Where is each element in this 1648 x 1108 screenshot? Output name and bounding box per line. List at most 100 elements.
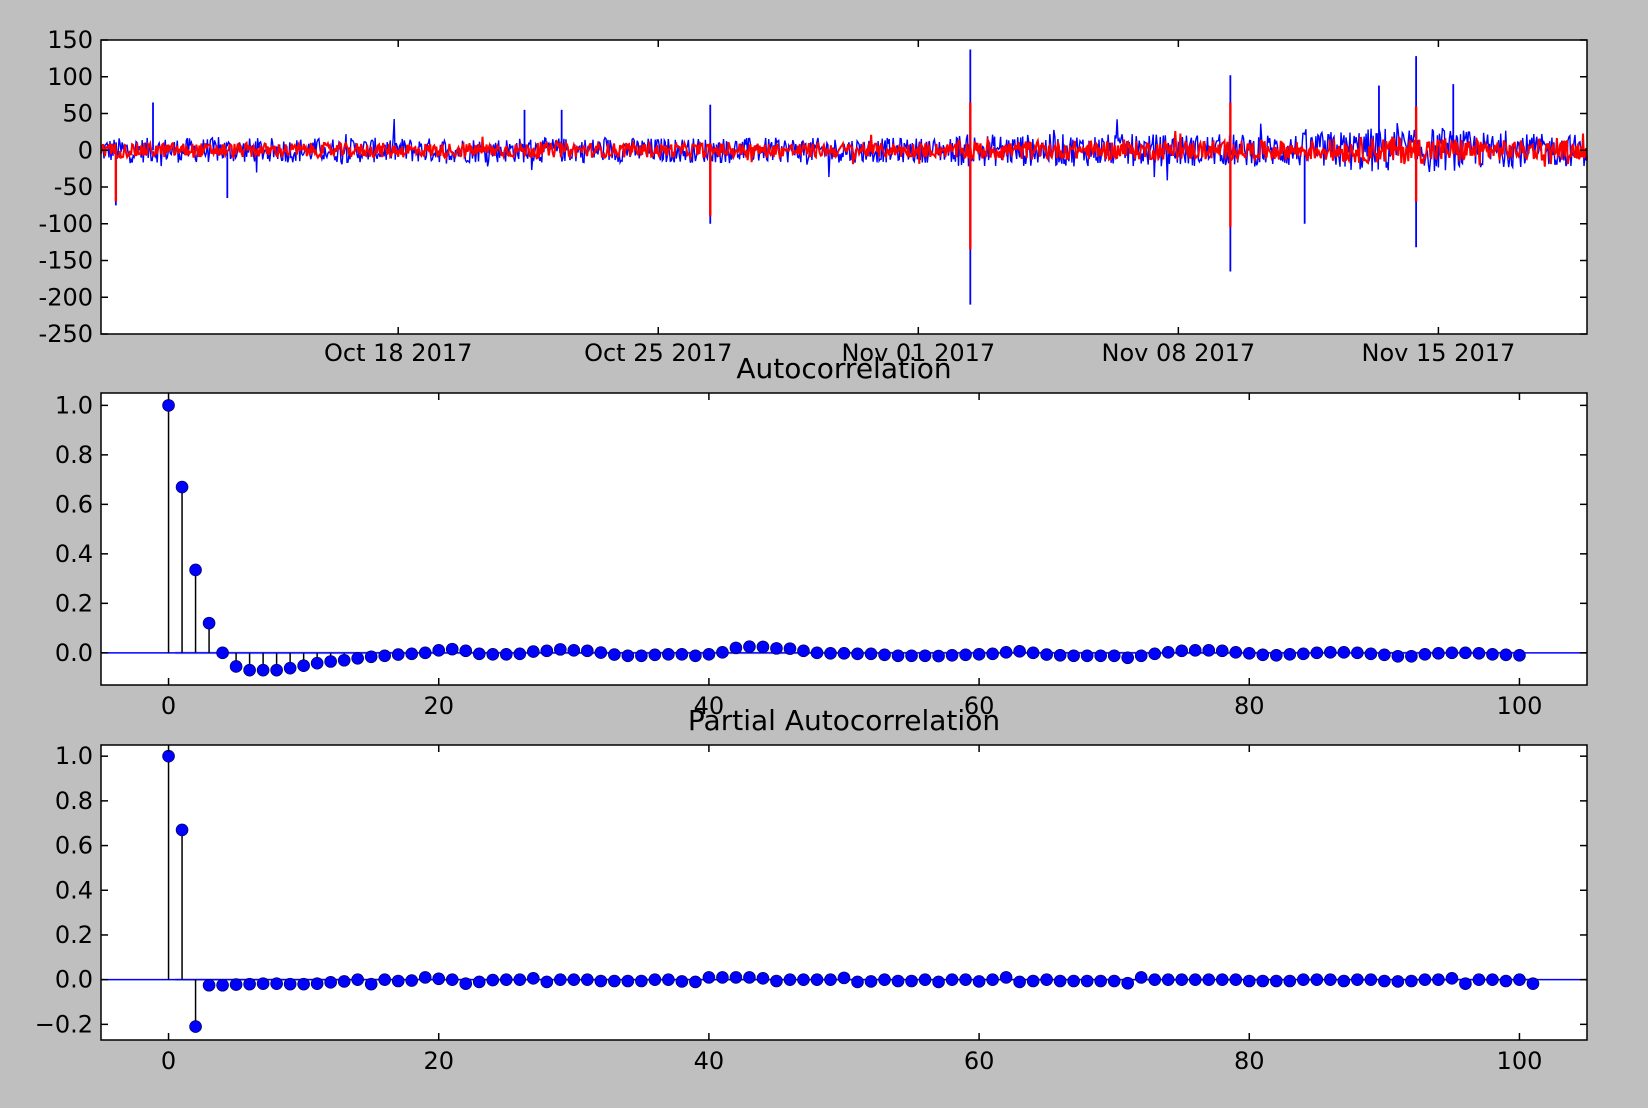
pacf-x-tick-label: 60: [964, 1047, 995, 1075]
acf-marker: [418, 646, 432, 660]
acf-marker: [648, 648, 662, 662]
acf-marker: [364, 650, 378, 664]
acf-marker: [581, 644, 594, 658]
pacf-marker: [770, 974, 783, 988]
acf-y-tick-label: 1.0: [55, 391, 93, 419]
pacf-marker: [810, 973, 824, 986]
acf-marker: [391, 648, 405, 661]
acf-marker: [175, 480, 189, 494]
pacf-marker: [581, 973, 594, 986]
pacf-plot-area: [101, 745, 1587, 1040]
acf-x-tick-label: 40: [694, 692, 725, 720]
acf-marker: [283, 661, 297, 675]
acf-marker: [756, 640, 770, 654]
acf-y-tick-label: 0.0: [55, 639, 93, 667]
pacf-marker: [364, 977, 378, 991]
acf-marker: [1094, 649, 1107, 663]
pacf-marker: [648, 973, 662, 986]
acf-x-tick-label: 60: [964, 692, 995, 720]
pacf-marker: [1148, 973, 1162, 986]
time-series-plot-area: [101, 40, 1587, 334]
acf-marker: [1121, 651, 1134, 665]
pacf-marker: [959, 973, 972, 986]
pacf-marker: [999, 971, 1013, 984]
acf-marker: [986, 647, 999, 661]
pacf-marker: [445, 973, 459, 986]
pacf-marker: [378, 973, 391, 986]
acf-marker: [1161, 646, 1175, 659]
pacf-title: Partial Autocorrelation: [688, 704, 1000, 737]
pacf-marker: [1053, 974, 1067, 988]
acf-marker: [554, 643, 567, 656]
acf-marker: [1175, 644, 1189, 658]
acf-marker: [1378, 648, 1391, 662]
ts-y-tick-label: 0: [78, 136, 93, 164]
pacf-marker: [594, 974, 608, 988]
pacf-marker: [635, 974, 648, 988]
pacf-marker: [459, 977, 473, 990]
acf-y-tick-label: 0.4: [55, 540, 93, 568]
acf-marker: [445, 642, 459, 656]
pacf-marker: [824, 973, 837, 986]
pacf-x-ticks: 0 20 40 60 80 100: [161, 745, 1542, 1075]
ts-y-tick-label: 100: [47, 63, 93, 91]
acf-stems: [162, 399, 1526, 677]
acf-marker: [1242, 647, 1256, 660]
pacf-marker: [391, 974, 405, 988]
acf-marker: [256, 663, 270, 677]
time-series-lines: [100, 49, 1588, 305]
acf-y-tick-label: 0.8: [55, 441, 93, 469]
acf-marker: [297, 659, 310, 672]
pacf-y-tick-label: 0.0: [55, 966, 93, 994]
pacf-marker: [1283, 974, 1297, 988]
acf-x-tick-label: 0: [161, 692, 176, 720]
acf-x-tick-label: 20: [423, 692, 454, 720]
acf-marker: [405, 647, 419, 661]
acf-marker: [594, 646, 608, 659]
pacf-marker: [310, 977, 324, 990]
pacf-marker: [486, 973, 500, 987]
acf-marker: [162, 399, 175, 412]
acf-marker: [716, 646, 729, 659]
pacf-marker: [1067, 974, 1080, 988]
pacf-marker: [1134, 971, 1148, 984]
ts-y-tick-label: -250: [39, 320, 93, 348]
pacf-marker: [202, 978, 216, 992]
pacf-marker: [1405, 974, 1418, 988]
pacf-marker: [1391, 975, 1405, 988]
pacf-x-tick-label: 20: [423, 1047, 454, 1075]
pacf-x-tick-label: 0: [161, 1047, 176, 1075]
pacf-marker: [621, 974, 635, 988]
acf-marker: [1445, 646, 1459, 660]
pacf-marker: [1472, 973, 1486, 986]
acf-marker: [513, 647, 527, 661]
acf-marker: [1310, 646, 1324, 660]
acf-marker: [662, 648, 675, 661]
pacf-marker: [932, 975, 945, 989]
acf-marker: [743, 640, 756, 653]
pacf-x-tick-label: 40: [694, 1047, 725, 1075]
pacf-marker: [297, 977, 310, 991]
pacf-marker: [1188, 973, 1202, 986]
pacf-marker: [1242, 974, 1256, 988]
acf-marker: [216, 646, 229, 660]
pacf-marker: [270, 977, 283, 990]
pacf-marker: [608, 974, 621, 988]
ts-y-tick-label: 50: [62, 100, 93, 128]
pacf-x-tick-label: 100: [1497, 1047, 1543, 1075]
acf-marker: [918, 649, 932, 663]
pacf-marker: [1040, 973, 1053, 986]
acf-marker: [810, 646, 824, 660]
pacf-marker: [662, 973, 675, 986]
acf-frame: [100, 392, 1588, 686]
acf-marker: [1459, 646, 1472, 660]
pacf-marker: [675, 975, 689, 988]
pacf-y-tick-label: 0.4: [55, 876, 93, 904]
ts-y-tick-label: 150: [47, 26, 93, 54]
acf-marker: [702, 648, 716, 661]
pacf-marker: [175, 823, 189, 837]
pacf-panel: Partial Autocorrelation 1.0 0.8 0.6 0.4 0.2 0…: [35, 704, 1588, 1075]
acf-marker: [459, 644, 473, 658]
pacf-marker: [1445, 972, 1459, 985]
pacf-marker: [1013, 975, 1026, 989]
